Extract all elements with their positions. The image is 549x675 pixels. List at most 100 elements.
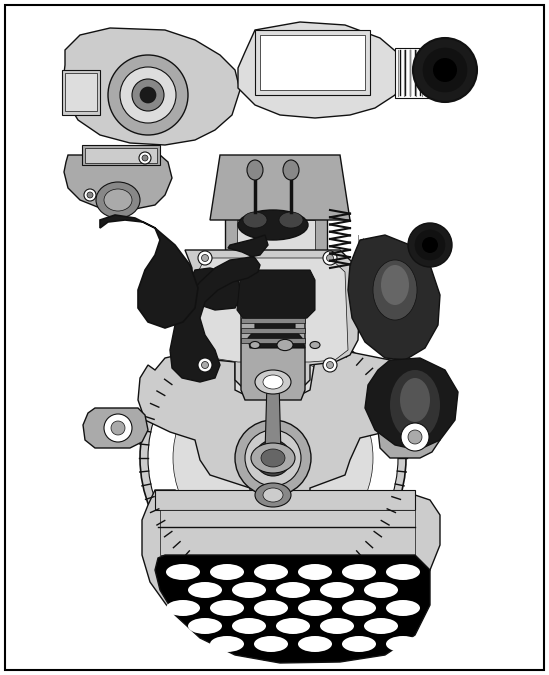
- Ellipse shape: [279, 212, 303, 228]
- Ellipse shape: [210, 636, 244, 652]
- Ellipse shape: [166, 564, 200, 580]
- Ellipse shape: [108, 55, 188, 135]
- Ellipse shape: [201, 254, 209, 261]
- Ellipse shape: [166, 600, 200, 616]
- Ellipse shape: [232, 582, 266, 598]
- Ellipse shape: [166, 636, 200, 652]
- Ellipse shape: [276, 618, 310, 634]
- Polygon shape: [100, 215, 198, 328]
- Ellipse shape: [381, 265, 409, 305]
- Ellipse shape: [320, 582, 354, 598]
- Ellipse shape: [415, 230, 445, 260]
- Polygon shape: [237, 220, 315, 320]
- Ellipse shape: [188, 582, 222, 598]
- Ellipse shape: [111, 421, 125, 435]
- Ellipse shape: [342, 600, 376, 616]
- Polygon shape: [365, 358, 458, 450]
- Ellipse shape: [188, 618, 222, 634]
- Ellipse shape: [422, 237, 438, 253]
- Ellipse shape: [364, 582, 398, 598]
- Bar: [241, 338, 305, 343]
- Polygon shape: [395, 48, 445, 98]
- Ellipse shape: [250, 342, 260, 348]
- Ellipse shape: [142, 155, 148, 161]
- Ellipse shape: [386, 636, 420, 652]
- Ellipse shape: [198, 251, 212, 265]
- Ellipse shape: [400, 378, 430, 422]
- Ellipse shape: [235, 420, 311, 496]
- Ellipse shape: [84, 189, 96, 201]
- Ellipse shape: [386, 564, 420, 580]
- Polygon shape: [378, 415, 440, 458]
- Ellipse shape: [104, 414, 132, 442]
- Ellipse shape: [104, 189, 132, 211]
- Bar: [62, 70, 100, 115]
- Polygon shape: [192, 268, 242, 310]
- Ellipse shape: [298, 600, 332, 616]
- Ellipse shape: [198, 358, 212, 372]
- Polygon shape: [155, 490, 415, 510]
- Ellipse shape: [433, 58, 457, 82]
- Ellipse shape: [364, 618, 398, 634]
- Ellipse shape: [139, 152, 151, 164]
- Polygon shape: [348, 235, 440, 360]
- Ellipse shape: [251, 443, 295, 473]
- Ellipse shape: [386, 600, 420, 616]
- Ellipse shape: [276, 582, 310, 598]
- Polygon shape: [63, 28, 240, 145]
- Ellipse shape: [323, 251, 337, 265]
- Ellipse shape: [255, 370, 291, 394]
- Ellipse shape: [342, 564, 376, 580]
- Ellipse shape: [132, 79, 164, 111]
- Ellipse shape: [263, 375, 283, 389]
- Ellipse shape: [323, 358, 337, 372]
- Polygon shape: [238, 22, 405, 118]
- Ellipse shape: [320, 618, 354, 634]
- Polygon shape: [185, 250, 360, 390]
- Polygon shape: [225, 215, 327, 320]
- Ellipse shape: [401, 423, 429, 451]
- Bar: [65, 73, 97, 111]
- Ellipse shape: [408, 430, 422, 444]
- Bar: [255, 30, 370, 95]
- Ellipse shape: [298, 636, 332, 652]
- Polygon shape: [142, 490, 440, 660]
- Ellipse shape: [254, 600, 288, 616]
- Ellipse shape: [423, 48, 467, 92]
- Ellipse shape: [327, 362, 333, 369]
- Ellipse shape: [408, 223, 452, 267]
- Ellipse shape: [210, 600, 244, 616]
- Ellipse shape: [254, 636, 288, 652]
- Polygon shape: [241, 310, 305, 400]
- Ellipse shape: [87, 192, 93, 198]
- Ellipse shape: [261, 449, 285, 467]
- Ellipse shape: [120, 67, 176, 123]
- Ellipse shape: [342, 636, 376, 652]
- Polygon shape: [138, 350, 408, 495]
- Ellipse shape: [413, 38, 477, 102]
- Polygon shape: [170, 235, 268, 382]
- Ellipse shape: [277, 340, 293, 350]
- Ellipse shape: [96, 182, 140, 218]
- Ellipse shape: [173, 358, 373, 558]
- Ellipse shape: [310, 342, 320, 348]
- Ellipse shape: [232, 618, 266, 634]
- Ellipse shape: [140, 87, 156, 103]
- Polygon shape: [198, 258, 348, 362]
- Bar: [241, 318, 305, 323]
- Polygon shape: [83, 408, 148, 448]
- Ellipse shape: [254, 564, 288, 580]
- Ellipse shape: [238, 210, 308, 240]
- Polygon shape: [210, 155, 350, 220]
- Bar: [260, 35, 365, 90]
- Bar: [241, 328, 305, 333]
- Ellipse shape: [263, 488, 283, 502]
- Polygon shape: [155, 555, 430, 663]
- Ellipse shape: [247, 160, 263, 180]
- Ellipse shape: [373, 260, 417, 320]
- Ellipse shape: [148, 333, 398, 583]
- Polygon shape: [160, 510, 415, 555]
- Ellipse shape: [243, 212, 267, 228]
- Ellipse shape: [245, 430, 301, 486]
- Ellipse shape: [255, 483, 291, 507]
